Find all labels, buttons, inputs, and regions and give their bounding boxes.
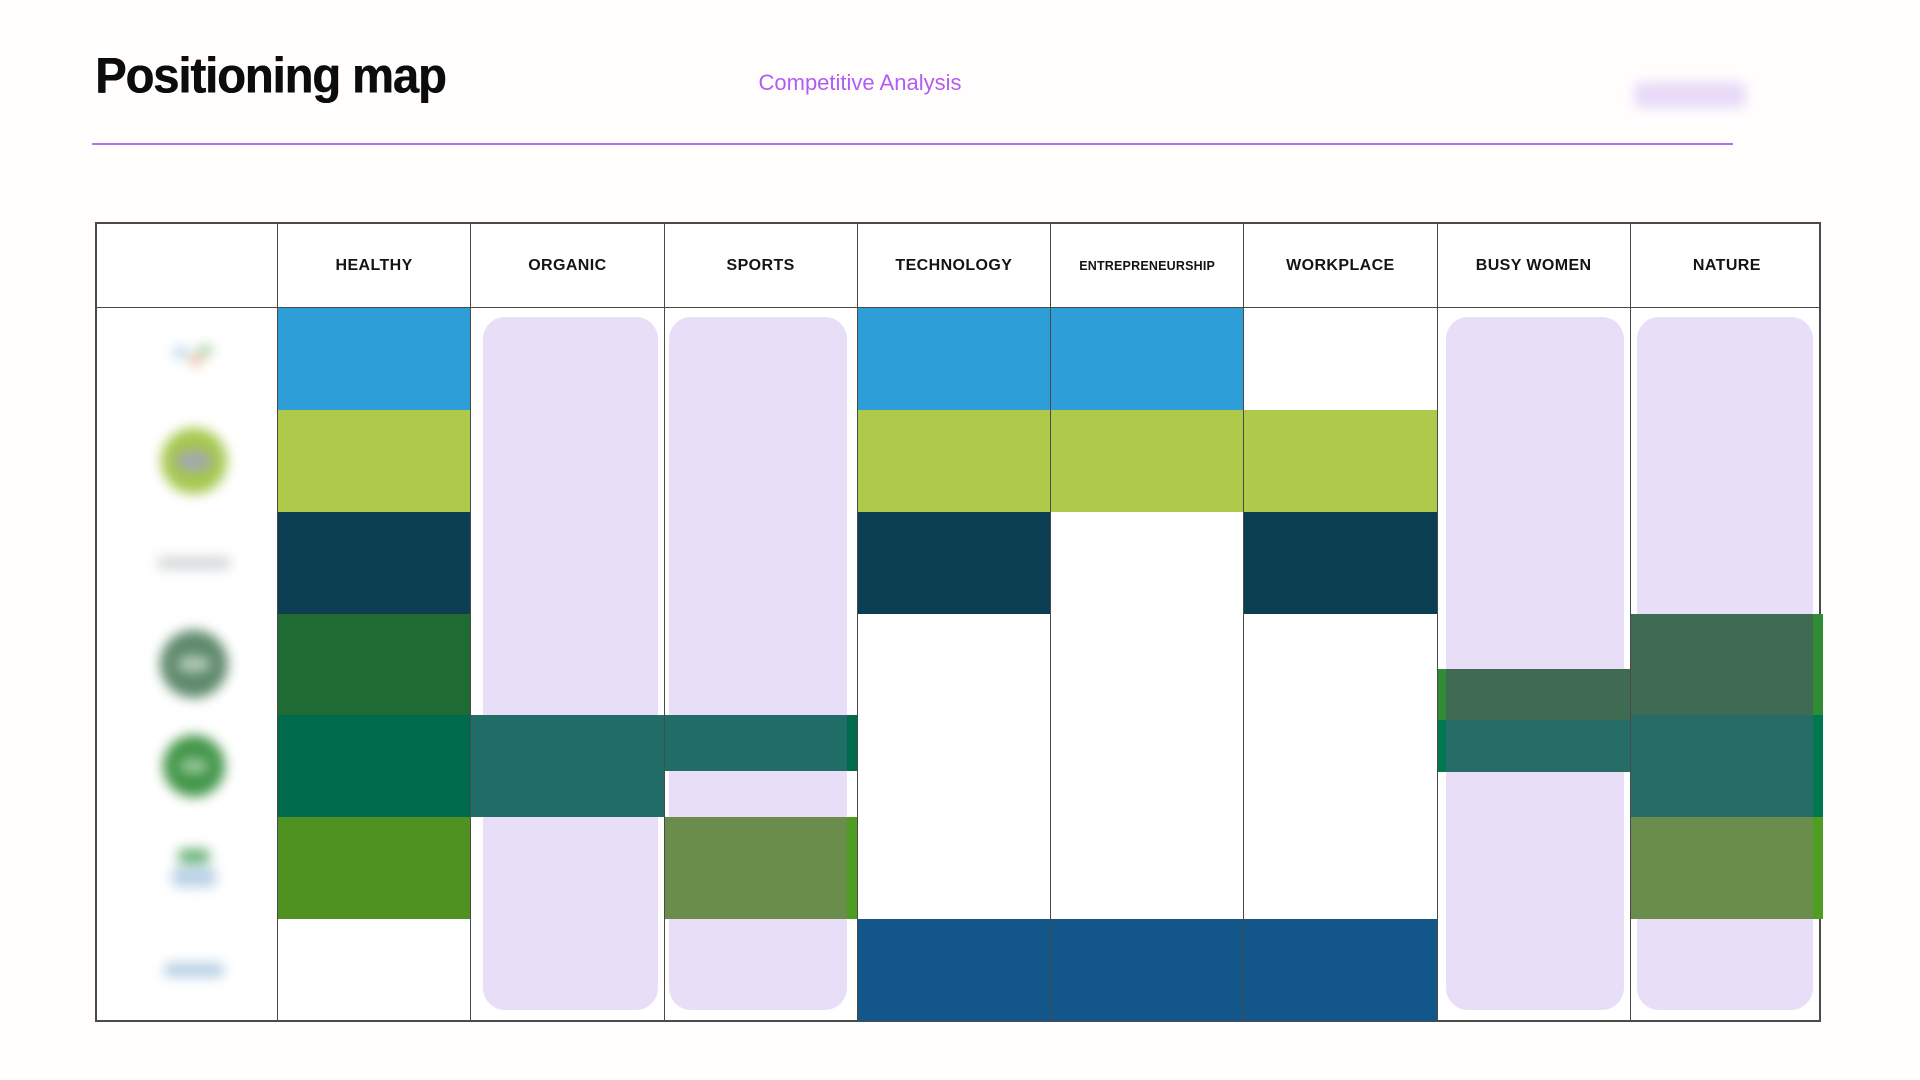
matrix-column-workplace — [1243, 308, 1437, 1021]
band-mteal — [1630, 715, 1813, 818]
band-molive — [664, 817, 847, 920]
competitor-logo-blue-wordmark — [164, 960, 224, 980]
band-edge-bgreen — [1813, 817, 1823, 920]
competitor-logo-multicolor-mark — [171, 344, 217, 374]
band-edge-bforest — [1437, 668, 1446, 721]
matrix-column-sports — [663, 308, 857, 1020]
band-edge-bgreen — [846, 817, 857, 920]
cell-lime — [857, 409, 1050, 512]
band-teal — [664, 715, 847, 772]
page-title: Positioning map — [95, 46, 447, 103]
competitor-logo-green-blue-mark — [172, 847, 216, 889]
column-header-blank — [97, 224, 277, 307]
positioning-map-table: HEALTHY ORGANIC SPORTS TECHNOLOGY ENTREP… — [95, 222, 1823, 1022]
page-subtitle: Competitive Analysis — [758, 70, 962, 95]
competitor-logo-gray-wordmark — [157, 551, 231, 575]
matrix-column-entrepreneurship — [1050, 308, 1244, 1021]
band-edge-bforest — [1813, 613, 1823, 716]
band-edge-bdkgreen — [1813, 715, 1823, 818]
cell-dkblue — [1244, 919, 1437, 1021]
band-teal — [471, 715, 664, 818]
competitor-logo-green-circle — [163, 735, 225, 798]
column-header-organic: ORGANIC — [470, 224, 663, 307]
column-header-sports: SPORTS — [663, 224, 857, 307]
cell-dkblue — [857, 919, 1050, 1021]
cell-green — [278, 817, 471, 920]
cell-blue — [857, 308, 1050, 410]
cell-forest — [278, 613, 471, 716]
band-mteal — [1445, 720, 1630, 773]
lavender-highlight — [1445, 317, 1624, 1010]
competitor-logo-column — [97, 308, 277, 1020]
competitor-logo-sage-circle — [160, 630, 228, 699]
cell-lime — [278, 409, 471, 512]
column-header-workplace: WORKPLACE — [1243, 224, 1436, 307]
matrix-column-nature — [1629, 308, 1823, 1020]
cell-lime — [1244, 409, 1437, 512]
table-header-row: HEALTHY ORGANIC SPORTS TECHNOLOGY ENTREP… — [97, 224, 1819, 307]
redacted-credit-badge — [1634, 82, 1746, 108]
cell-navy — [278, 511, 471, 614]
matrix-column-healthy — [277, 308, 471, 1020]
column-header-nature: NATURE — [1629, 224, 1823, 307]
band-edge-dkgreen — [846, 715, 857, 772]
lavender-highlight — [483, 317, 658, 1010]
matrix-column-busy-women — [1436, 308, 1630, 1020]
cell-navy — [1244, 511, 1437, 614]
header-divider — [92, 143, 1733, 145]
cell-navy — [857, 511, 1050, 614]
column-header-technology: TECHNOLOGY — [856, 224, 1050, 307]
column-header-healthy: HEALTHY — [277, 224, 470, 307]
table-body — [97, 307, 1823, 1021]
cell-lime — [1051, 409, 1244, 512]
band-mforest — [1630, 613, 1813, 716]
band-molive — [1630, 817, 1813, 920]
cell-blue — [1051, 308, 1244, 410]
cell-blue — [278, 308, 471, 410]
column-header-busy-women: BUSY WOMEN — [1436, 224, 1630, 307]
matrix-column-organic — [470, 308, 664, 1020]
cell-dkgreen — [278, 715, 471, 818]
competitor-logo-lime-circle — [161, 427, 227, 494]
band-mforest — [1445, 668, 1630, 721]
cell-dkblue — [1051, 919, 1244, 1021]
column-header-entrepreneurship: ENTREPRENEURSHIP — [1050, 224, 1243, 307]
matrix-column-technology — [856, 308, 1050, 1021]
band-edge-bdkgreen — [1437, 720, 1446, 773]
